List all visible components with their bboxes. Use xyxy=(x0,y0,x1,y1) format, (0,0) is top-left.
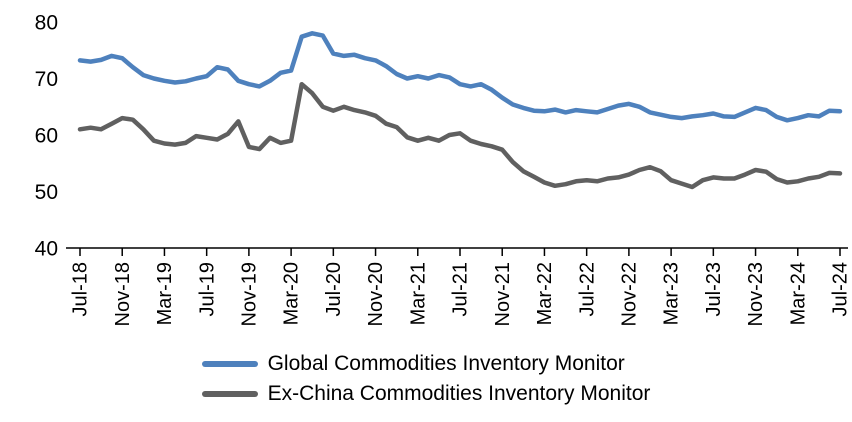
x-axis-label: Mar-23 xyxy=(661,262,683,325)
x-axis-label: Jul-19 xyxy=(196,262,218,316)
x-axis-label: Nov-19 xyxy=(238,262,260,326)
legend-swatch-ex-china xyxy=(201,390,258,397)
x-axis-label: Mar-21 xyxy=(407,262,429,325)
x-axis-label: Jul-24 xyxy=(830,262,852,316)
series-line-0 xyxy=(77,31,843,123)
x-axis-label: Nov-21 xyxy=(492,262,514,326)
y-axis-label: 40 xyxy=(35,237,58,260)
x-axis-label: Mar-22 xyxy=(534,262,556,325)
y-axis-label: 70 xyxy=(35,68,58,91)
x-axis-label: Nov-18 xyxy=(112,262,134,326)
x-axis-label: Nov-22 xyxy=(618,262,640,326)
y-axis-label: 60 xyxy=(35,124,58,147)
x-axis-label: Jul-21 xyxy=(450,262,472,316)
legend-item-ex-china: Ex-China Commodities Inventory Monitor xyxy=(201,381,651,406)
x-axis-label: Mar-24 xyxy=(787,262,809,325)
legend: Global Commodities Inventory Monitor Ex-… xyxy=(201,351,651,406)
x-axis-label: Jul-20 xyxy=(323,262,345,316)
plot-area: 40 50 60 70 80 Jul-18 Nov-18 Mar-19 Jul-19 Nov-19… xyxy=(35,11,852,326)
legend-item-global: Global Commodities Inventory Monitor xyxy=(201,351,651,376)
y-axis-label: 80 xyxy=(35,11,58,34)
x-axis-label: Mar-19 xyxy=(154,262,176,325)
x-axis-label: Nov-23 xyxy=(745,262,767,326)
x-axis-label: Nov-20 xyxy=(365,262,387,326)
x-axis-label: Jul-23 xyxy=(703,262,725,316)
x-axis-label: Mar-20 xyxy=(281,262,303,325)
legend-label-ex-china: Ex-China Commodities Inventory Monitor xyxy=(267,382,651,406)
series-line-1 xyxy=(77,81,843,190)
legend-swatch-global xyxy=(201,360,258,367)
x-axis-label: Jul-18 xyxy=(70,262,92,316)
y-axis-label: 50 xyxy=(35,181,58,204)
legend-label-global: Global Commodities Inventory Monitor xyxy=(267,352,625,375)
x-axis-label: Jul-22 xyxy=(576,262,598,316)
